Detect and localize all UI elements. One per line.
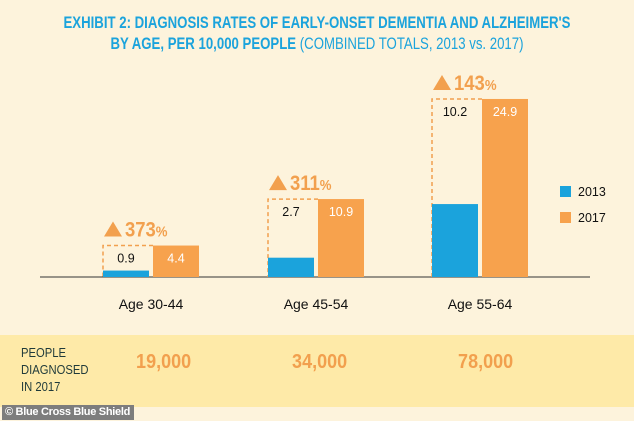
bottom-band [0, 335, 634, 407]
bar-2013 [432, 204, 478, 277]
increase-triangle-icon [433, 74, 451, 90]
bar-chart: 0.9 4.4 373% Age 30-44 2.7 10.9 311% Age 45-54 1… [40, 72, 606, 312]
bar-2013 [268, 257, 314, 277]
percent-change-label: 143% [454, 72, 497, 95]
value-label-2017: 24.9 [493, 105, 517, 119]
count-30-44: 19,000 [136, 351, 192, 373]
legend-swatch-2013 [560, 186, 571, 197]
title-light: (COMBINED TOTALS, 2013 vs. 2017) [299, 35, 524, 53]
bar-2013 [103, 270, 149, 277]
value-label-2013: 10.2 [443, 105, 467, 119]
percent-number: 373 [125, 218, 156, 241]
count-55-64: 78,000 [458, 351, 514, 373]
people-diagnosed-label: PEOPLE DIAGNOSED IN 2017 [21, 345, 89, 396]
label-line: PEOPLE [21, 346, 67, 360]
label-line: DIAGNOSED [21, 363, 89, 377]
legend-label-2017: 2017 [578, 211, 606, 225]
comparison-dashed-outline [267, 198, 318, 277]
increase-triangle-icon [104, 221, 122, 237]
category-label: Age 30-44 [119, 296, 184, 312]
percent-change-label: 311% [290, 172, 332, 195]
percent-change-label: 373% [125, 218, 168, 241]
bar-2017 [482, 98, 528, 277]
chart-title-line2: BY AGE, PER 10,000 PEOPLE (COMBINED TOTA… [0, 35, 634, 54]
label-line: IN 2017 [21, 380, 61, 394]
bar-2017 [153, 245, 199, 277]
count-45-54: 34,000 [292, 351, 348, 373]
value-label-2013: 0.9 [117, 252, 134, 266]
increase-triangle-icon [269, 175, 287, 191]
value-label-2017: 10.9 [329, 205, 353, 219]
percent-number: 143 [454, 72, 485, 95]
percent-sign: % [485, 76, 497, 93]
bar-2017 [318, 199, 364, 277]
value-label-2013: 2.7 [282, 205, 299, 219]
percent-sign: % [320, 176, 332, 193]
category-label: Age 55-64 [448, 296, 513, 312]
percent-sign: % [156, 223, 168, 240]
percent-number: 311 [290, 172, 320, 195]
copyright-credit: © Blue Cross Blue Shield [2, 405, 134, 420]
category-label: Age 45-54 [284, 296, 349, 312]
legend-label-2013: 2013 [578, 185, 606, 199]
title-bold: BY AGE, PER 10,000 PEOPLE [110, 35, 297, 53]
comparison-dashed-outline [102, 244, 153, 277]
value-label-2017: 4.4 [167, 252, 184, 266]
chart-title-line1: EXHIBIT 2: DIAGNOSIS RATES OF EARLY-ONSE… [63, 14, 571, 32]
legend-swatch-2017 [560, 212, 571, 223]
